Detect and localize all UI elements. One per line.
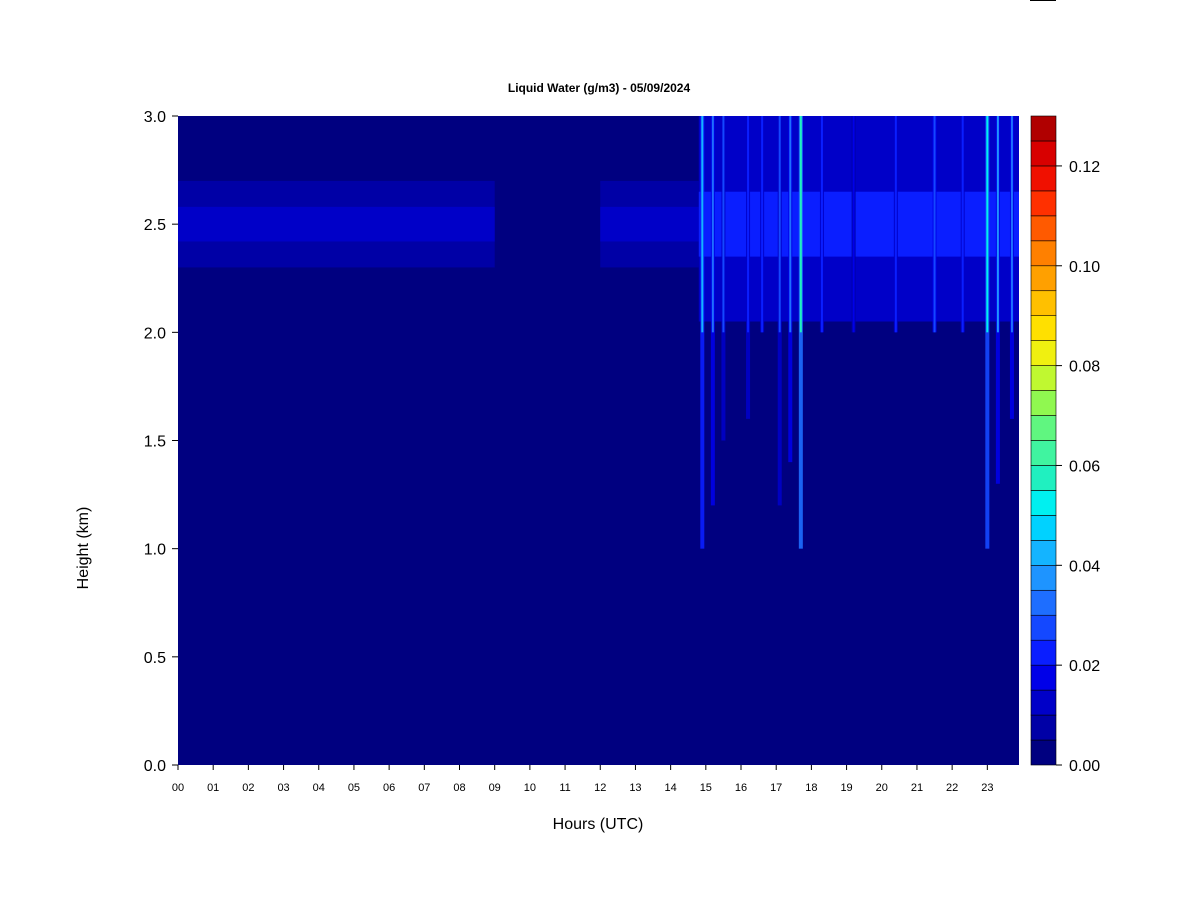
x-tick-label: 09: [489, 782, 501, 794]
cloud-band-core: [600, 206, 699, 242]
x-tick-label: 06: [383, 782, 395, 794]
x-tick-label: 20: [876, 782, 888, 794]
colorbar-swatch: [1030, 714, 1057, 741]
colorbar-swatch: [1030, 540, 1057, 566]
x-tick-label: 02: [242, 782, 254, 794]
y-tick-label: 1.0: [144, 542, 166, 559]
liquid-water-spike: [789, 116, 792, 333]
colorbar-swatch: [1030, 515, 1057, 541]
liquid-water-spike: [933, 116, 936, 333]
colorbar-swatch: [1030, 589, 1057, 616]
y-tick-label: 2.5: [144, 217, 166, 234]
colorbar-swatch: [1030, 240, 1057, 267]
colorbar-swatch: [1030, 689, 1057, 716]
y-axis: 0.0 0.5 1.0 1.5 2.0 2.5 3.0: [144, 109, 178, 775]
x-tick-label: 11: [559, 782, 570, 794]
y-axis-label: Height (km): [75, 507, 92, 590]
x-tick-label: 16: [735, 782, 747, 794]
liquid-water-spike: [820, 116, 823, 333]
colorbar-swatch: [1030, 440, 1057, 466]
top-corner-mark: [1030, 0, 1056, 1]
colorbar-swatch: [1030, 165, 1057, 192]
x-tick-label: 23: [981, 782, 993, 794]
colorbar-swatch: [1030, 190, 1057, 217]
colorbar-swatch: [1030, 340, 1057, 366]
x-tick-label: 01: [207, 782, 219, 794]
y-tick-label: 0.0: [144, 758, 166, 775]
y-tick-label: 0.5: [144, 650, 166, 667]
x-tick-label: 13: [629, 782, 641, 794]
colorbar-swatch: [1030, 465, 1057, 491]
liquid-water-spike: [1010, 116, 1013, 333]
colorbar-tick-label: 0.00: [1069, 758, 1100, 775]
liquid-water-spike: [986, 116, 989, 333]
heatmap-plot-area: [178, 116, 1019, 765]
x-tick-label: 03: [277, 782, 289, 794]
x-tick-label: 21: [911, 782, 923, 794]
cloud-band-core: [698, 191, 1019, 257]
liquid-water-spike: [996, 116, 999, 333]
colorbar-tick-label: 0.02: [1069, 658, 1100, 675]
liquid-water-spike: [778, 116, 781, 333]
colorbar-swatch: [1030, 639, 1057, 666]
colorbar-swatch: [1030, 115, 1057, 142]
colorbar-swatch: [1030, 265, 1057, 292]
colorbar-swatch: [1030, 739, 1057, 766]
x-tick-label: 00: [172, 782, 184, 794]
liquid-water-spike: [761, 116, 764, 333]
chart-title: Liquid Water (g/m3) - 05/09/2024: [508, 81, 691, 95]
colorbar-swatch: [1030, 390, 1057, 416]
liquid-water-spike: [747, 116, 750, 333]
colorbar-swatch: [1030, 664, 1057, 691]
x-tick-label: 19: [840, 782, 852, 794]
x-tick-label: 22: [946, 782, 958, 794]
x-axis: 00 01 02 03 04 05 06 07 08 09 10 11 12 13 14 15 16 17 18 19…: [172, 765, 993, 794]
x-axis-label: Hours (UTC): [553, 816, 644, 833]
y-tick-label: 1.5: [144, 434, 166, 451]
x-tick-label: 08: [453, 782, 465, 794]
liquid-water-spike: [852, 116, 855, 333]
liquid-water-spike: [799, 116, 802, 333]
x-tick-label: 05: [348, 782, 360, 794]
x-tick-label: 15: [700, 782, 712, 794]
colorbar-ticks: 0.00 0.02 0.04 0.06 0.08 0.10 0.12: [1056, 159, 1100, 775]
cloud-band-core: [178, 206, 495, 242]
colorbar-tick-label: 0.08: [1069, 359, 1100, 376]
liquid-water-spike: [711, 116, 714, 333]
liquid-water-spike: [722, 116, 725, 333]
colorbar: [1030, 115, 1057, 766]
y-tick-label: 3.0: [144, 109, 166, 126]
liquid-water-spike: [894, 116, 897, 333]
x-tick-label: 17: [770, 782, 782, 794]
colorbar-tick-label: 0.10: [1069, 259, 1100, 276]
colorbar-swatch: [1030, 140, 1057, 167]
x-tick-label: 12: [594, 782, 606, 794]
x-tick-label: 18: [805, 782, 817, 794]
colorbar-swatch: [1030, 565, 1057, 591]
colorbar-swatch: [1030, 365, 1057, 391]
colorbar-swatch: [1030, 490, 1057, 516]
colorbar-tick-label: 0.12: [1069, 159, 1100, 176]
colorbar-swatch: [1030, 315, 1057, 341]
colorbar-swatch: [1030, 614, 1057, 641]
x-tick-label: 10: [524, 782, 536, 794]
y-tick-label: 2.0: [144, 325, 166, 342]
colorbar-tick-label: 0.04: [1069, 558, 1100, 575]
colorbar-tick-label: 0.06: [1069, 458, 1100, 475]
liquid-water-spike: [701, 116, 704, 333]
colorbar-swatch: [1030, 415, 1057, 441]
x-tick-label: 07: [418, 782, 430, 794]
x-tick-label: 04: [313, 782, 325, 794]
colorbar-swatch: [1030, 290, 1057, 316]
liquid-water-spike: [961, 116, 964, 333]
x-tick-label: 14: [665, 782, 677, 794]
colorbar-swatch: [1030, 215, 1057, 242]
